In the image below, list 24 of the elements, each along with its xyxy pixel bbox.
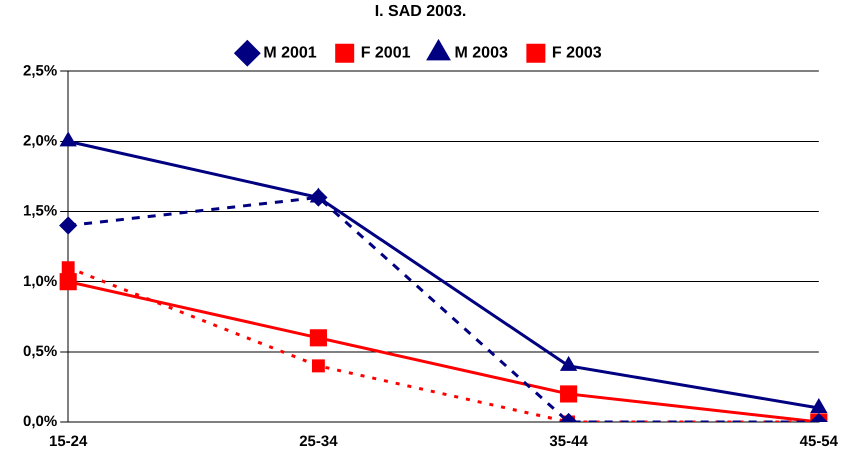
point xyxy=(310,329,327,346)
x-tick-label: 45-54 xyxy=(800,433,839,450)
point xyxy=(312,359,325,372)
legend-label: F 2003 xyxy=(552,44,602,62)
y-tick-label: 1,0% xyxy=(22,272,58,290)
legend-label: F 2001 xyxy=(360,44,411,62)
point xyxy=(811,399,826,413)
point xyxy=(60,217,77,234)
y-tick-label: 2,0% xyxy=(22,132,58,150)
chart-title: I. SAD 2003. xyxy=(374,3,466,20)
point xyxy=(62,261,75,274)
x-tick-label: 15-24 xyxy=(49,433,88,450)
y-tick-label: 2,5% xyxy=(22,62,58,80)
point xyxy=(560,385,578,403)
x-tick-label: 35-44 xyxy=(549,433,588,450)
legend-label: M 2003 xyxy=(454,44,508,62)
point xyxy=(310,188,327,206)
legend-label: M 2001 xyxy=(263,44,317,62)
point xyxy=(60,273,77,290)
x-tick-label: 25-34 xyxy=(299,433,338,450)
point xyxy=(561,357,576,371)
y-tick-label: 0,5% xyxy=(22,342,58,360)
y-tick-label: 0,0% xyxy=(22,413,58,430)
y-tick-label: 1,5% xyxy=(22,202,58,220)
